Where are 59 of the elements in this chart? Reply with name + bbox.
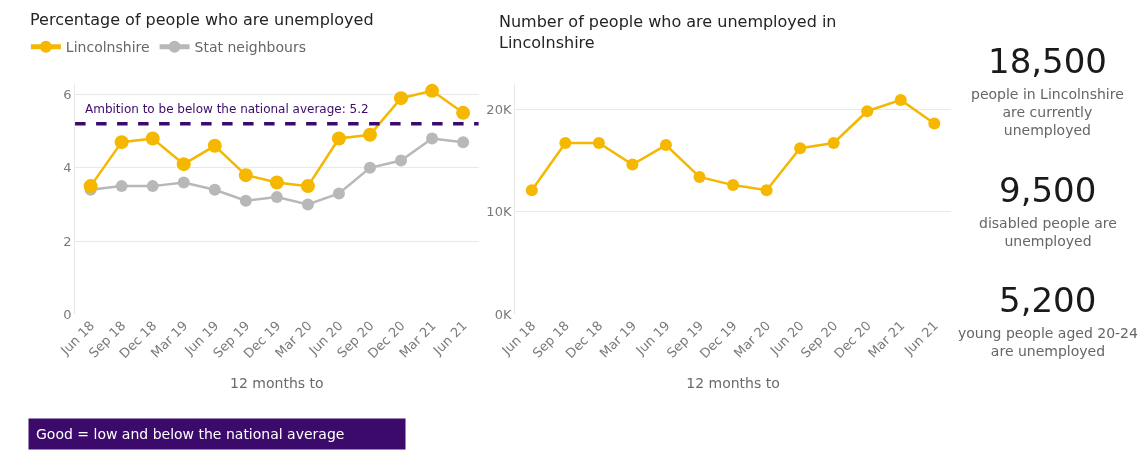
point <box>177 176 190 189</box>
point <box>794 142 807 155</box>
point <box>559 137 572 150</box>
y-tick-label: 4 <box>63 160 72 176</box>
text: disabled people are unemployed <box>979 215 1117 250</box>
point <box>727 179 740 192</box>
text: 5,200 <box>999 280 1097 320</box>
point <box>861 105 874 118</box>
point <box>145 131 160 146</box>
point <box>238 168 253 183</box>
point <box>928 117 941 130</box>
point <box>362 127 377 142</box>
text: people in Lincolnshire are currently unemployed <box>971 86 1124 139</box>
point <box>332 187 345 200</box>
y-tick-label: 0 <box>63 306 72 322</box>
point <box>207 138 222 153</box>
point <box>592 137 605 150</box>
y-tick-label: 6 <box>63 87 72 103</box>
text: Good = low and below the national average <box>36 426 345 442</box>
point <box>827 137 840 150</box>
point <box>693 170 706 183</box>
point <box>270 191 283 204</box>
text: young people aged 20-24 are unemployed <box>958 325 1139 360</box>
text: 18,500 <box>988 41 1107 81</box>
point <box>525 184 538 197</box>
legend-label: Stat neighbours <box>194 39 306 56</box>
point <box>208 183 221 196</box>
point <box>146 180 159 193</box>
point <box>626 158 639 171</box>
point <box>426 132 439 145</box>
y-tick-label: 10K <box>486 204 512 220</box>
point <box>301 198 314 211</box>
x-axis-title: 12 months to <box>686 375 780 392</box>
text: 9,500 <box>999 170 1097 210</box>
ref-line-label: Ambition to be below the national average: 5.2 <box>85 102 369 116</box>
point <box>425 83 440 98</box>
point <box>115 180 128 193</box>
x-axis-title: 12 months to <box>230 375 324 392</box>
point <box>894 93 907 106</box>
y-tick-label: 20K <box>486 101 512 117</box>
point <box>269 175 284 190</box>
legend-label: Lincolnshire <box>65 39 150 56</box>
y-tick-label: 0K <box>494 306 512 322</box>
point <box>331 131 346 146</box>
point <box>394 91 409 106</box>
y-tick-label: 2 <box>63 233 72 249</box>
chart-title: Percentage of people who are unemployed <box>30 10 374 29</box>
point <box>83 179 98 194</box>
point <box>176 157 191 172</box>
chart-title: Number of people who are unemployed in Lincolnshire <box>499 12 837 52</box>
point <box>456 105 471 120</box>
point <box>239 194 252 207</box>
point <box>659 139 672 152</box>
point <box>300 179 315 194</box>
point <box>457 136 470 149</box>
point <box>114 135 129 150</box>
point <box>363 161 376 174</box>
point <box>760 184 773 197</box>
point <box>395 154 408 167</box>
